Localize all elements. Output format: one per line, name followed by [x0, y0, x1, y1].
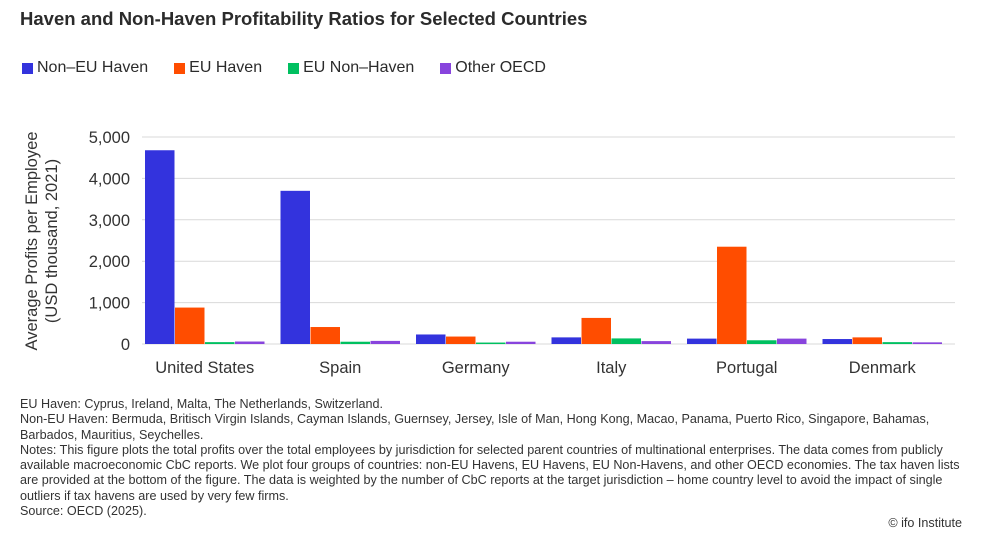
y-tick-label: 1,000	[89, 295, 130, 313]
bar-2-3	[506, 341, 536, 344]
bar-4-3	[777, 338, 807, 344]
legend-item-2: EU Non–Haven	[288, 59, 414, 77]
x-tick-label: United States	[155, 359, 254, 377]
x-tick-label: Portugal	[716, 359, 777, 377]
bar-0-2	[205, 342, 235, 344]
legend-swatch	[22, 62, 33, 74]
bar-5-3	[912, 342, 942, 344]
y-tick-label: 3,000	[89, 212, 130, 230]
bar-5-0	[822, 339, 852, 344]
bar-1-2	[340, 341, 370, 344]
x-tick-label: Italy	[596, 359, 627, 377]
legend-swatch	[440, 62, 452, 74]
bar-3-2	[611, 338, 641, 344]
bar-3-3	[641, 341, 671, 344]
chart-legend: Non–EU Haven EU Haven EU Non–Haven Other OE…	[22, 59, 572, 77]
methodology-note: Notes: This figure plots the total profi…	[20, 442, 960, 503]
bar-1-3	[370, 340, 400, 344]
bar-2-2	[476, 342, 506, 344]
bar-3-0	[551, 337, 581, 344]
y-tick-label: 2,000	[89, 253, 130, 271]
bar-2-1	[446, 336, 476, 344]
bar-0-3	[235, 341, 265, 344]
legend-label: Other OECD	[455, 59, 546, 76]
x-tick-label: Germany	[442, 359, 511, 377]
y-tick-label: 4,000	[89, 170, 130, 188]
chart-notes: EU Haven: Cyprus, Ireland, Malta, The Ne…	[20, 397, 965, 519]
bar-0-1	[175, 307, 205, 344]
y-axis-label-line: (USD thousand, 2021)	[43, 159, 61, 323]
legend-label: EU Haven	[189, 59, 263, 76]
bar-3-1	[581, 317, 611, 344]
legend-item-1: EU Haven	[174, 59, 262, 77]
y-tick-label: 5,000	[89, 129, 130, 147]
source-note: Source: OECD (2025).	[20, 504, 147, 519]
legend-swatch	[174, 62, 186, 74]
legend-label: EU Non–Haven	[303, 59, 415, 76]
non-eu-haven-note: Non-EU Haven: Bermuda, Britisch Virgin I…	[20, 412, 930, 442]
chart-title: Haven and Non-Haven Profitability Ratios…	[20, 8, 588, 29]
bar-1-1	[310, 327, 340, 344]
bar-1-0	[280, 190, 310, 344]
bar-4-0	[687, 338, 717, 344]
x-tick-label: Denmark	[849, 359, 917, 377]
bar-4-1	[717, 246, 747, 344]
y-axis-label-line: Average Profits per Employee	[23, 132, 41, 351]
bar-chart: 0 1,000 2,000 3,000 4,000 5,000 United States S…	[23, 129, 955, 377]
eu-haven-note: EU Haven: Cyprus, Ireland, Malta, The Ne…	[20, 397, 384, 411]
ifo-credit: © ifo Institute	[888, 516, 962, 530]
legend-item-3: Other OECD	[440, 59, 546, 77]
x-tick-label: Spain	[319, 359, 361, 377]
bar-0-0	[145, 150, 175, 344]
bar-5-2	[882, 342, 912, 344]
y-tick-label: 0	[121, 336, 130, 354]
bar-5-1	[852, 337, 882, 344]
bar-4-2	[747, 340, 777, 344]
legend-label: Non–EU Haven	[37, 59, 149, 76]
y-axis-label: Average Profits per Employee (USD thousan…	[23, 132, 61, 351]
legend-swatch	[288, 62, 300, 74]
bar-2-0	[416, 334, 446, 344]
legend-item-0: Non–EU Haven	[22, 59, 148, 77]
